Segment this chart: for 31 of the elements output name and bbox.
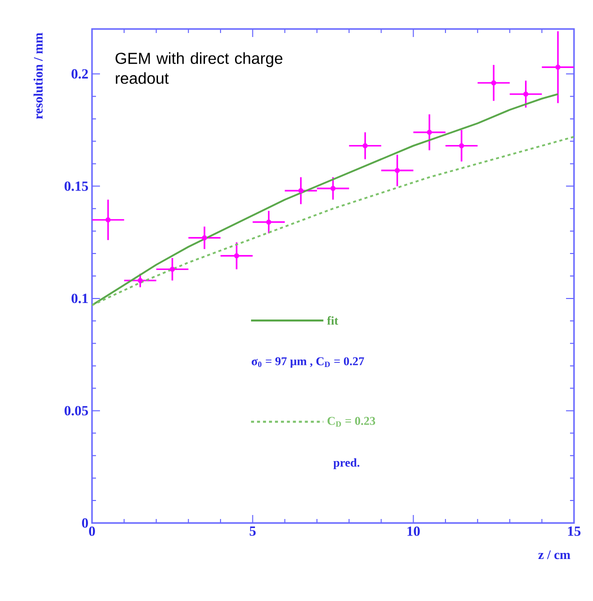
point: [105, 217, 111, 222]
text: C$_{D}$ = 0.23: [328, 416, 376, 427]
annotation: pred.: [333, 458, 360, 470]
x-tick-label: 5: [250, 526, 256, 536]
x-tick-label: 15: [568, 526, 580, 536]
y-tick-label: 0.2: [72, 69, 88, 79]
y-axis-title: resolution / mm: [34, 32, 43, 119]
point: [555, 64, 561, 70]
point: [458, 143, 464, 148]
y-tick-label: 0.1: [72, 294, 88, 304]
annotation: GEM with direct charge readout: [116, 52, 282, 84]
point: [426, 130, 432, 135]
point: [394, 168, 400, 174]
point: [298, 188, 304, 194]
point: [523, 92, 528, 97]
point: [202, 235, 208, 240]
point: [234, 253, 240, 258]
point: [491, 80, 496, 86]
x-tick-label: 0: [89, 526, 95, 536]
y-tick-label: 0.15: [64, 181, 88, 191]
text: fit: [327, 316, 338, 325]
point: [266, 220, 272, 225]
x-axis-title: z / cm: [538, 550, 570, 560]
annotation: σ$_{0}$ = 97 µm , C$_{D}$ = 0.27: [252, 357, 364, 368]
point: [170, 266, 175, 272]
point: [138, 278, 143, 284]
y-tick-label: 0: [82, 518, 88, 528]
x-tick-label: 10: [407, 526, 420, 536]
point: [362, 143, 368, 148]
point: [330, 186, 336, 192]
y-tick-label: 0.05: [64, 406, 88, 416]
